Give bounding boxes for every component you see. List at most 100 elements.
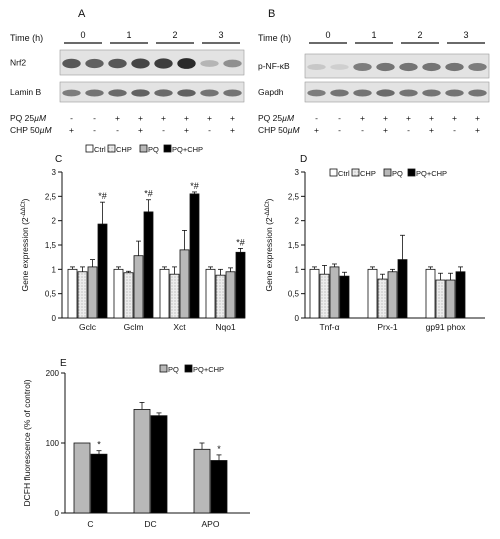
chart-E: E 0 100 200 DCFH fluorescence (% of control)… (22, 358, 250, 529)
pq-label: PQ 25µM (258, 113, 295, 123)
bar (133, 408, 151, 514)
time-point-label: 0 (80, 30, 85, 40)
blot-band (445, 62, 464, 72)
bar (73, 442, 91, 514)
treatment-sign: - (361, 125, 364, 135)
category-label: gp91 phox (426, 322, 466, 332)
bar (150, 415, 168, 514)
blot-band (62, 89, 81, 97)
y-axis-label-sup: -ΔΔCt (21, 201, 27, 217)
treatment-sign: + (230, 113, 235, 123)
blot-band (376, 89, 395, 97)
pq-label: PQ 25µM (10, 113, 47, 123)
blot-band (108, 58, 127, 69)
time-label: Time (h) (10, 33, 43, 43)
y-tick-label: 3 (295, 168, 300, 177)
blot-band (330, 64, 349, 70)
legend-swatch (184, 364, 193, 373)
y-tick-label: 1 (52, 265, 57, 274)
legend-label: PQ (392, 169, 403, 178)
bar (169, 273, 180, 319)
treatment-sign: + (138, 113, 143, 123)
western-blot-panels: A Time (h) 0 1 2 3 Nrf2 Lamin B PQ 25µM - - + + + + + + C… (10, 8, 490, 135)
y-tick-label: 200 (46, 369, 60, 378)
treatment-sign: - (116, 125, 119, 135)
category-label: Gclc (79, 322, 97, 332)
panel-letter: B (268, 8, 275, 20)
panel-letter: E (60, 358, 67, 369)
bar (329, 266, 340, 319)
blot-band (154, 58, 173, 69)
legend-label: PQ+CHP (193, 365, 224, 374)
category-label: Nqo1 (215, 322, 236, 332)
y-axis-label-close: ) (264, 198, 274, 201)
bar (113, 268, 124, 319)
bar (425, 268, 436, 319)
bar (67, 268, 78, 319)
bar (97, 223, 108, 319)
legend-swatch (329, 168, 338, 177)
blot-band (85, 89, 104, 97)
bar (397, 259, 408, 319)
blot-band (154, 89, 173, 97)
treatment-sign: + (314, 125, 319, 135)
legend-swatch (383, 168, 392, 177)
blot-band (307, 89, 326, 97)
blot-band (200, 89, 219, 97)
treatment-sign: + (115, 113, 120, 123)
category-label: Tnf-α (319, 322, 339, 332)
legend-swatch (107, 144, 116, 153)
bar (309, 268, 320, 319)
blot-strip (59, 81, 245, 103)
bar (123, 272, 134, 319)
panel-B: B Time (h) 0 1 2 3 p-NF-κB Gapdh PQ 25µM - - + + + + + +… (258, 8, 490, 135)
category-label: Gclm (124, 322, 144, 332)
treatment-sign: + (230, 125, 235, 135)
chp-label: CHP 50µM (10, 125, 53, 135)
treatment-sign: - (70, 113, 73, 123)
blot-band (353, 89, 372, 97)
y-tick-label: 2 (52, 217, 57, 226)
blot-band (62, 58, 81, 69)
treatment-sign: + (184, 113, 189, 123)
blot-strip (304, 81, 490, 103)
chart-D: D 0 0,5 1 1,5 2 2,5 3 Gene expression (2-ΔΔCt) Ct… (264, 154, 485, 332)
bar (445, 279, 456, 319)
legend-label: PQ+CHP (416, 169, 447, 178)
legend-swatch (163, 144, 172, 153)
blot-band (131, 58, 150, 69)
blot-band (85, 58, 104, 69)
unit-label: µM (288, 125, 301, 135)
legend-label: CHP (116, 145, 132, 154)
treatment-sign: + (207, 113, 212, 123)
bar (133, 255, 144, 319)
legend-label: PQ+CHP (172, 145, 203, 154)
panel-letter: A (78, 8, 86, 20)
blot-band (307, 64, 326, 70)
treatment-sign: + (406, 113, 411, 123)
unit-label: µM (282, 113, 295, 123)
time-label: Time (h) (258, 33, 291, 43)
blot-band (353, 62, 372, 72)
blot-band (177, 89, 196, 97)
time-point-label: 1 (371, 30, 376, 40)
significance-mark: *# (98, 191, 107, 201)
panel-letter: C (55, 154, 62, 165)
legend-swatch (139, 144, 148, 153)
treatment-sign: + (429, 113, 434, 123)
significance-mark: *# (190, 181, 199, 191)
blot-band (131, 89, 150, 97)
blot-band (200, 60, 219, 67)
legend-label: Ctrl (94, 145, 106, 154)
bar (339, 275, 350, 319)
treatment-sign: + (360, 113, 365, 123)
bar-charts: C 0 0,5 1 1,5 2 2,5 3 Gene expression (2-ΔΔCt) Ct… (20, 144, 485, 529)
legend-swatch (351, 168, 360, 177)
y-tick-label: 0 (52, 314, 57, 323)
panel-letter: D (300, 154, 307, 165)
category-label: C (87, 519, 93, 529)
treatment-sign: - (453, 125, 456, 135)
y-axis-label: Gene expression (2-ΔΔCt) (20, 198, 30, 291)
blot-label: Nrf2 (10, 58, 26, 68)
y-tick-label: 0 (295, 314, 300, 323)
